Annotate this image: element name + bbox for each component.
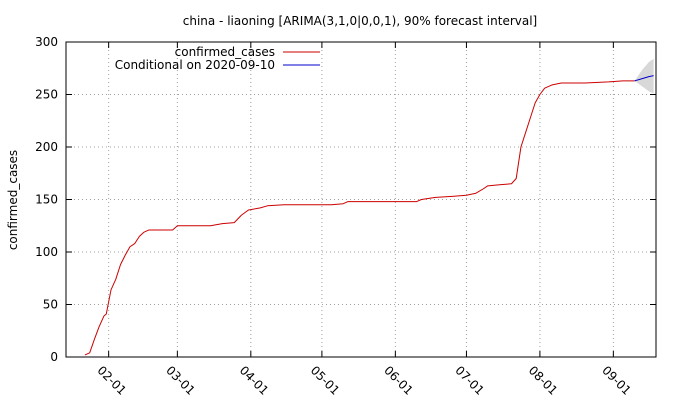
conditional-forecast-line: [634, 75, 654, 82]
chart-title: china - liaoning [ARIMA(3,1,0|0,0,1), 90…: [183, 14, 538, 28]
y-tick-label: 300: [35, 35, 58, 49]
y-axis-label: confirmed_cases: [6, 150, 20, 250]
legend-label: confirmed_cases: [175, 45, 275, 59]
y-tick-label: 250: [35, 88, 58, 102]
y-tick-label: 150: [35, 193, 58, 207]
y-tick-label: 200: [35, 140, 58, 154]
forecast-interval-band: [634, 58, 654, 94]
legend-label: Conditional on 2020-09-10: [115, 58, 275, 72]
confirmed-cases-line: [84, 80, 635, 356]
y-tick-label: 100: [35, 245, 58, 259]
forecast-interval-layer: [634, 58, 654, 94]
series-layer: [84, 75, 654, 356]
y-tick-label: 50: [43, 298, 58, 312]
y-tick-label: 0: [50, 350, 58, 364]
